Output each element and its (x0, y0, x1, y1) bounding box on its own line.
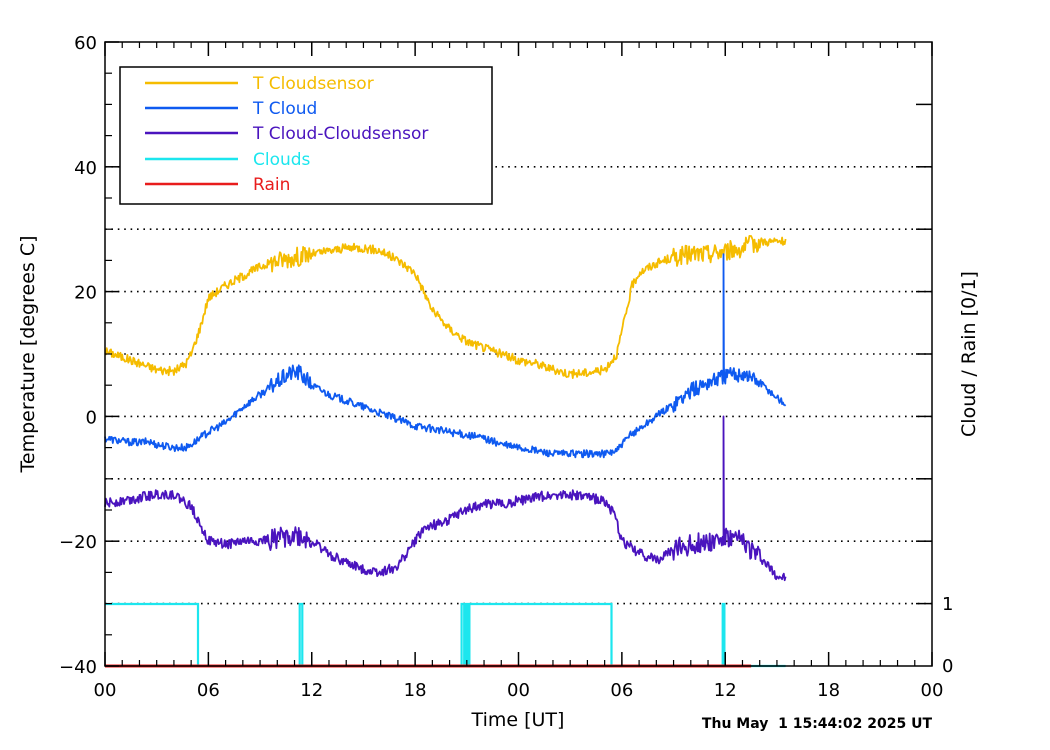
y-tick-label: 0 (86, 407, 97, 428)
legend: T Cloudsensor T Cloud T Cloud-Cloudsenso… (119, 66, 493, 205)
x-tick-label: 06 (610, 680, 633, 701)
legend-label-clouds: Clouds (253, 150, 311, 170)
series-line-t-cloud-cloudsensor (104, 415, 787, 582)
x-tick-label: 12 (714, 680, 737, 701)
timestamp: Thu May 1 15:44:02 2025 UT (702, 716, 933, 732)
series-line-t-cloudsensor (104, 235, 787, 379)
series-line-t-cloud (104, 253, 787, 459)
x-tick-label: 00 (507, 680, 530, 701)
y-tick-label: −20 (59, 532, 97, 553)
legend-label-t-cloud: T Cloud (252, 99, 317, 119)
x-tick-label: 18 (404, 680, 427, 701)
y2-tick-label: 1 (942, 594, 953, 615)
gridlines (105, 166, 932, 605)
series-line-clouds (105, 602, 786, 668)
legend-box (119, 66, 493, 205)
y2-tick-label: 0 (942, 656, 953, 677)
legend-label-t-cloud-cloudsensor: T Cloud-Cloudsensor (252, 124, 428, 144)
y-axis-title: Temperature [degrees C] (17, 235, 39, 473)
legend-label-rain: Rain (253, 175, 290, 195)
series-layer (104, 235, 787, 668)
y-tick-label: 20 (74, 283, 97, 304)
x-tick-label: 18 (817, 680, 840, 701)
y-tick-label: −40 (59, 657, 97, 678)
x-tick-label: 06 (197, 680, 220, 701)
x-axis-title: Time [UT] (471, 709, 565, 731)
x-tick-label: 00 (921, 680, 944, 701)
x-tick-label: 00 (94, 680, 117, 701)
legend-label-t-cloudsensor: T Cloudsensor (252, 74, 374, 94)
x-tick-label: 12 (300, 680, 323, 701)
y2-axis-title: Cloud / Rain [0/1] (958, 271, 980, 437)
y-tick-label: 40 (74, 158, 97, 179)
y-tick-label: 60 (74, 33, 97, 54)
